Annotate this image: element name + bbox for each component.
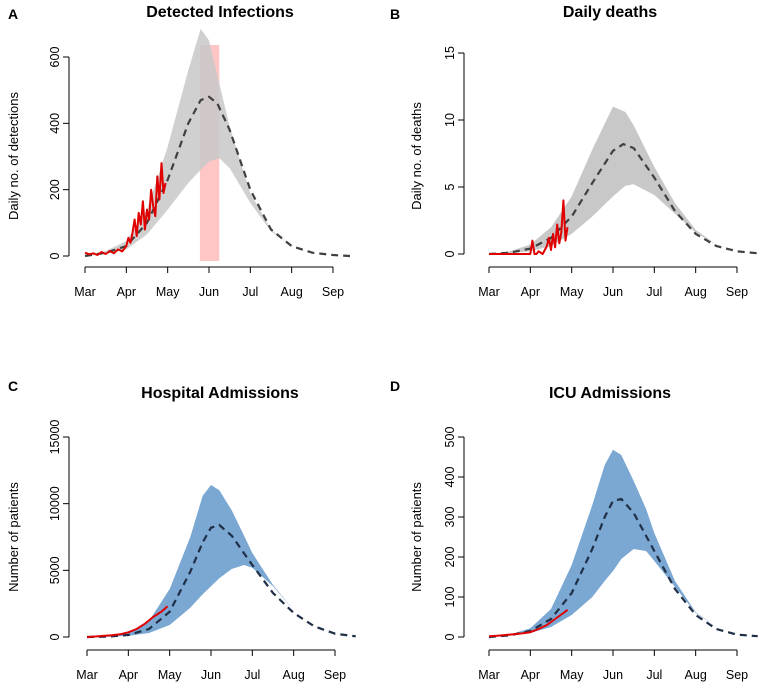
x-tick-label: May [560, 668, 584, 682]
panel-title: Hospital Admissions [141, 385, 299, 402]
y-axis-label: Daily no. of deaths [409, 102, 424, 210]
x-tick-label: Sep [726, 285, 748, 299]
x-tick-label: Aug [685, 285, 707, 299]
x-tick-label: Jun [603, 668, 623, 682]
panel-title: Detected Infections [146, 4, 294, 21]
panel-title: ICU Admissions [549, 385, 671, 402]
y-tick-label: 0 [48, 252, 62, 259]
x-tick-label: May [560, 285, 584, 299]
panel-b: B Daily deaths 0 5 10 15 Daily no. of deaths Ma… [390, 4, 758, 299]
y-axis-label: Number of patients [409, 482, 424, 592]
x-tick-label: Jul [244, 668, 260, 682]
x-tick-label: Mar [478, 285, 500, 299]
y-tick-label: 10000 [48, 486, 62, 521]
uncertainty-band [489, 106, 758, 254]
y-tick-label: 10 [443, 113, 457, 127]
x-tick-label: Sep [324, 668, 346, 682]
uncertainty-band [489, 449, 758, 637]
y-tick-label: 200 [443, 547, 457, 568]
mean-projection-line [488, 497, 758, 639]
x-tick-label: Jul [646, 285, 662, 299]
panel-title: Daily deaths [563, 4, 657, 21]
y-tick-label: 100 [443, 587, 457, 608]
x-tick-label: Jun [199, 285, 219, 299]
x-tick-label: Sep [322, 285, 344, 299]
x-tick-label: Mar [74, 285, 96, 299]
x-tick-label: Apr [521, 285, 540, 299]
panel-letter: B [390, 6, 400, 22]
x-tick-label: Jul [646, 668, 662, 682]
y-tick-label: 15000 [48, 420, 62, 455]
panel-letter: D [390, 378, 400, 394]
x-tick-label: Jun [603, 285, 623, 299]
panel-letter: C [8, 378, 18, 394]
mean-projection-line [488, 142, 758, 256]
mean-projection-line [86, 523, 356, 639]
x-tick-label: Aug [685, 668, 707, 682]
panel-d: D ICU Admissions 0 100 200 300 400 500 Number of… [390, 378, 758, 682]
x-tick-label: Aug [281, 285, 303, 299]
x-tick-label: Apr [119, 668, 138, 682]
x-tick-label: Aug [283, 668, 305, 682]
y-tick-label: 400 [48, 113, 62, 134]
y-tick-label: 600 [48, 47, 62, 68]
panel-c: C Hospital Admissions 0 5000 10000 15000 Numbe… [6, 378, 356, 682]
y-tick-label: 300 [443, 507, 457, 528]
y-tick-label: 500 [443, 427, 457, 448]
y-axis-label: Daily no. of detections [6, 92, 21, 220]
y-tick-label: 0 [443, 633, 457, 640]
panel-letter: A [8, 6, 18, 22]
x-tick-label: Mar [76, 668, 98, 682]
y-axis-label: Number of patients [6, 482, 21, 592]
x-tick-label: Sep [726, 668, 748, 682]
y-tick-label: 200 [48, 179, 62, 200]
uncertainty-band [87, 485, 356, 637]
x-tick-label: May [158, 668, 182, 682]
y-tick-label: 5000 [48, 556, 62, 584]
observed-data-line [489, 199, 569, 255]
observed-data-line [488, 609, 569, 638]
x-tick-label: Jul [242, 285, 258, 299]
x-tick-label: Apr [521, 668, 540, 682]
y-tick-label: 400 [443, 467, 457, 488]
x-tick-label: Jun [201, 668, 221, 682]
y-tick-label: 5 [443, 183, 457, 190]
y-tick-label: 0 [443, 250, 457, 257]
x-tick-label: Apr [117, 285, 136, 299]
observed-data-line [86, 605, 169, 638]
observed-data-line [84, 162, 167, 256]
y-tick-label: 15 [443, 46, 457, 60]
mean-projection-line [84, 95, 351, 258]
x-tick-label: May [156, 285, 180, 299]
x-tick-label: Mar [478, 668, 500, 682]
y-tick-label: 0 [48, 633, 62, 640]
panel-a: A Detected Infections 0 200 400 600 Daily no. … [6, 4, 351, 299]
